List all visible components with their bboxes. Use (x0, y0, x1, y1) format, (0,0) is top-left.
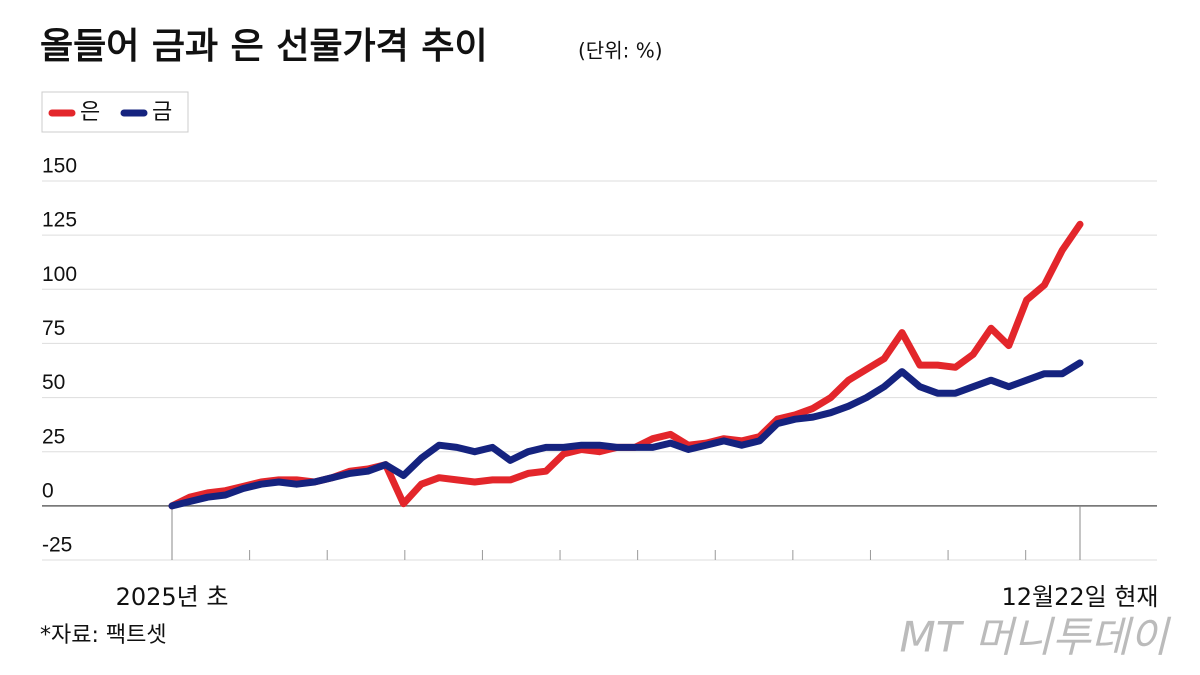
source: *자료: 팩트셋 (40, 623, 167, 648)
y-tick-label: 0 (42, 479, 54, 502)
y-tick-label: 125 (42, 209, 77, 232)
y-tick-label: 50 (42, 371, 65, 394)
y-tick-label: -25 (42, 534, 72, 557)
legend-label: 금 (152, 100, 172, 125)
chart-subtitle: (단위: %) (578, 39, 663, 63)
y-tick-label: 75 (42, 317, 65, 340)
legend-box (41, 91, 189, 133)
series-line (168, 359, 1084, 510)
watermark: MT 머니투데이 (900, 613, 1172, 662)
y-tick-label: 150 (42, 155, 77, 178)
x-tick-label: 12월22일 현재 (1001, 583, 1158, 611)
chart-title: 올들어 금과 은 선물가격 추이 (40, 26, 488, 67)
x-tick-label: 2025년 초 (116, 583, 229, 611)
series-line (168, 220, 1084, 510)
y-tick-label: 100 (42, 263, 77, 286)
legend-label: 은 (80, 100, 100, 125)
y-tick-label: 25 (42, 425, 65, 448)
